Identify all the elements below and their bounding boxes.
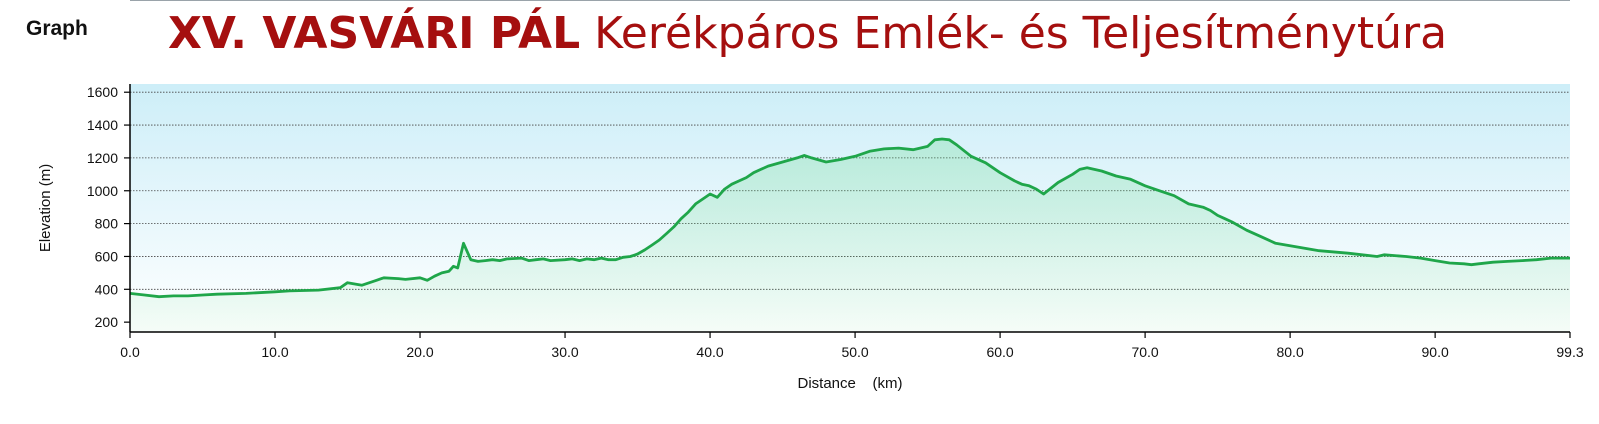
x-tick-label-9: 90.0 — [1422, 344, 1449, 360]
x-tick-label-3: 30.0 — [551, 344, 578, 360]
x-tick-label-0: 0.0 — [120, 344, 140, 360]
chart-title: XV. VASVÁRI PÁL Kerékpáros Emlék- és Tel… — [168, 8, 1447, 59]
x-tick-label-1: 10.0 — [261, 344, 288, 360]
y-tick-label-1400: 1400 — [87, 117, 118, 133]
x-tick-label-6: 60.0 — [986, 344, 1013, 360]
graph-label: Graph — [26, 17, 88, 40]
y-tick-label-200: 200 — [95, 314, 119, 330]
x-tick-label-7: 70.0 — [1131, 344, 1158, 360]
y-tick-label-1200: 1200 — [87, 150, 118, 166]
y-tick-label-600: 600 — [95, 248, 119, 264]
y-tick-label-1600: 1600 — [87, 84, 118, 100]
x-tick-label-2: 20.0 — [406, 344, 433, 360]
chart-title-rest: Kerékpáros Emlék- és Teljesítménytúra — [594, 8, 1448, 59]
y-tick-label-400: 400 — [95, 281, 119, 297]
chart-title-bold: XV. VASVÁRI PÁL — [168, 8, 581, 59]
top-rule — [130, 0, 1570, 1]
y-tick-label-800: 800 — [95, 216, 119, 232]
y-tick-label-1000: 1000 — [87, 183, 118, 199]
y-axis-ticks: 200 400 600 800 1000 1200 1400 1600 — [87, 84, 130, 330]
x-tick-label-8: 80.0 — [1276, 344, 1303, 360]
x-tick-label-5: 50.0 — [841, 344, 868, 360]
x-axis-ticks: 0.0 10.0 20.0 30.0 40.0 50.0 60.0 70.0 80.0 90.0 9… — [120, 332, 1584, 360]
x-tick-label-10: 99.3 — [1556, 344, 1583, 360]
x-tick-label-4: 40.0 — [696, 344, 723, 360]
elevation-area-fill — [130, 139, 1570, 332]
x-axis-title: Distance (km) — [797, 375, 902, 392]
elevation-series-line — [129, 137, 1570, 299]
y-axis-title: Elevation (m) — [37, 164, 54, 252]
